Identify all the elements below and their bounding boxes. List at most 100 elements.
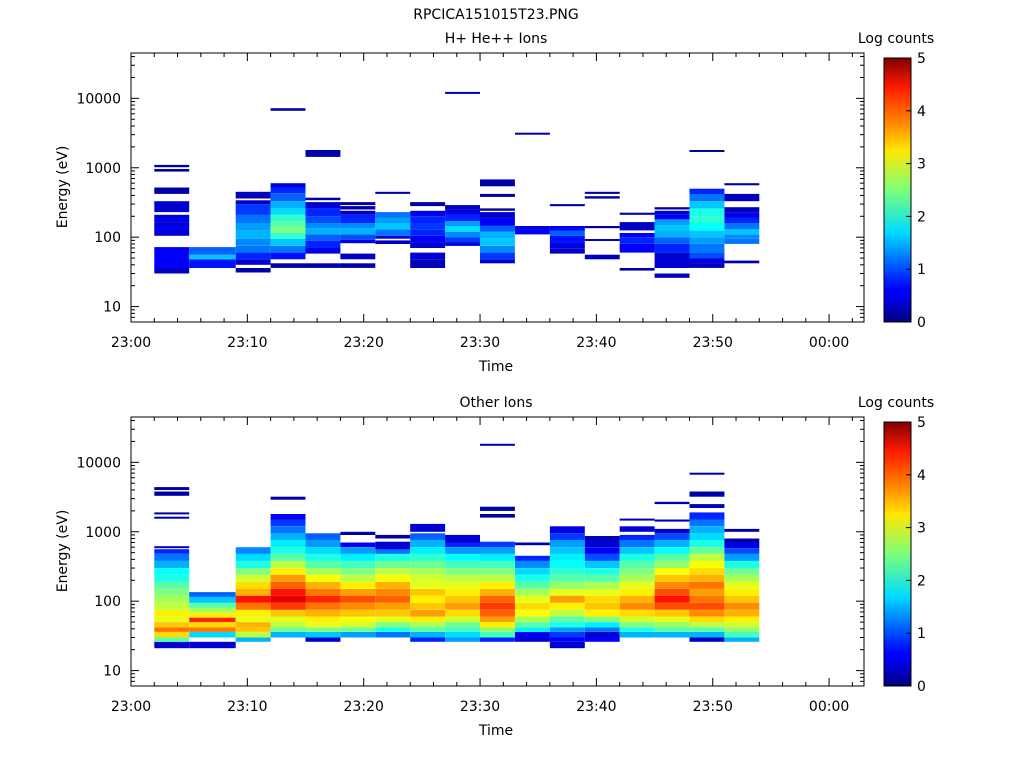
heatmap-cell	[270, 519, 306, 527]
x-tick-label: 23:30	[460, 335, 500, 351]
heatmap-cell	[445, 616, 480, 623]
heatmap-cell	[619, 222, 655, 228]
heatmap-cell	[689, 574, 725, 582]
heatmap-cell	[235, 268, 271, 273]
heatmap-cell	[340, 214, 376, 223]
heatmap-cell	[549, 235, 585, 243]
heatmap-cell	[154, 546, 190, 549]
panel-top-x-axis: 23:00 23:10 23:20 23:30 23:40 23:50 00:00	[111, 53, 853, 351]
heatmap-cell	[445, 237, 480, 243]
heatmap-cell	[445, 226, 480, 232]
heatmap-cell	[189, 597, 236, 603]
heatmap-cell	[584, 602, 620, 610]
heatmap-cell	[584, 568, 620, 575]
heatmap-cell	[480, 506, 515, 511]
heatmap-cell	[270, 214, 306, 222]
heatmap-cell	[270, 233, 306, 239]
heatmap-cell	[515, 632, 550, 638]
heatmap-cell	[305, 595, 341, 603]
heatmap-cell	[305, 208, 341, 217]
heatmap-cell	[189, 602, 236, 608]
heatmap-cell	[270, 201, 306, 209]
heatmap-cell	[340, 542, 376, 548]
heatmap-cell	[189, 641, 236, 649]
heatmap-cell	[584, 627, 620, 632]
heatmap-cell	[654, 595, 690, 603]
heatmap-cell	[445, 632, 480, 638]
heatmap-cell	[549, 540, 585, 548]
heatmap-cell	[235, 632, 271, 638]
heatmap-cell	[689, 602, 725, 610]
heatmap-cell	[549, 574, 585, 582]
heatmap-cell	[724, 229, 760, 235]
heatmap-cell	[375, 627, 411, 632]
panel-bottom-y-axis: 10 100 1000 10000	[76, 420, 864, 687]
heatmap-cell	[410, 259, 446, 268]
heatmap-cell	[584, 191, 620, 194]
y-tick-label: 10	[103, 664, 121, 680]
heatmap-cell	[724, 234, 760, 239]
heatmap-cell	[270, 238, 306, 246]
heatmap-cell	[584, 637, 620, 642]
x-tick-label: 23:50	[693, 335, 733, 351]
heatmap-cell	[189, 247, 236, 255]
heatmap-cell	[480, 609, 515, 617]
heatmap-cell	[270, 263, 306, 268]
heatmap-cell	[724, 207, 760, 212]
heatmap-cell	[154, 214, 190, 223]
heatmap-cell	[689, 568, 725, 575]
heatmap-cell	[515, 132, 550, 135]
heatmap-cell	[480, 637, 515, 642]
heatmap-cell	[689, 616, 725, 623]
heatmap-cell	[724, 538, 760, 543]
heatmap-cell	[445, 568, 480, 575]
heatmap-cell	[270, 632, 306, 638]
panel-top-ylabel: Energy (eV)	[55, 146, 71, 229]
heatmap-cell	[235, 560, 271, 568]
heatmap-cell	[689, 622, 725, 628]
heatmap-cell	[340, 223, 376, 229]
heatmap-cell	[235, 622, 271, 628]
heatmap-cell	[445, 609, 480, 617]
x-tick-label: 23:10	[227, 335, 267, 351]
heatmap-cell	[270, 616, 306, 623]
heatmap-cell	[724, 223, 760, 230]
heatmap-cell	[235, 616, 271, 623]
heatmap-cell	[654, 528, 690, 534]
heatmap-cell	[549, 553, 585, 561]
heatmap-cell	[689, 512, 725, 520]
heatmap-cell	[235, 200, 271, 205]
heatmap-cell	[654, 273, 690, 278]
heatmap-cell	[154, 516, 190, 519]
heatmap-cell	[445, 595, 480, 603]
panel-top-title: H+ He++ Ions	[445, 31, 548, 47]
colorbar-tick-label: 3	[917, 157, 926, 173]
heatmap-cell	[375, 534, 411, 539]
heatmap-cell	[689, 540, 725, 548]
heatmap-cell	[235, 574, 271, 582]
colorbar-tick-label: 5	[917, 51, 926, 67]
heatmap-cell	[480, 238, 515, 246]
heatmap-cell	[515, 602, 550, 610]
heatmap-cell	[654, 568, 690, 575]
heatmap-cell	[515, 574, 550, 582]
heatmap-cell	[235, 245, 271, 253]
heatmap-cell	[515, 560, 550, 568]
heatmap-cell	[654, 553, 690, 561]
heatmap-cell	[305, 574, 341, 582]
heatmap-cell	[235, 252, 271, 260]
heatmap-cell	[270, 581, 306, 589]
heatmap-cell	[515, 542, 550, 546]
heatmap-cell	[154, 491, 190, 496]
heatmap-cell	[375, 622, 411, 628]
heatmap-cell	[549, 248, 585, 254]
heatmap-cell	[619, 574, 655, 582]
heatmap-cell	[270, 183, 306, 188]
heatmap-cell	[340, 589, 376, 596]
heatmap-cell	[235, 609, 271, 617]
heatmap-cell	[654, 210, 690, 215]
heatmap-cell	[724, 622, 760, 628]
heatmap-cell	[445, 542, 480, 548]
heatmap-cell	[689, 193, 725, 202]
